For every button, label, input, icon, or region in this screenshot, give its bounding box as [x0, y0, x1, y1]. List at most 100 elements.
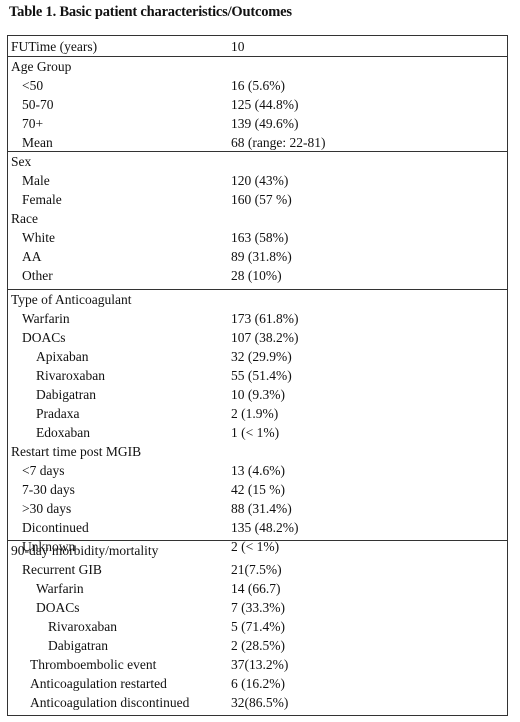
row-label: FUTime (years) [11, 39, 98, 54]
row-label: Unknown [22, 539, 76, 554]
row-label: Restart time post MGIB [11, 444, 142, 459]
row-value: 135 (48.2%) [231, 520, 299, 535]
row-label: Dicontinued [22, 520, 89, 535]
table-row: Edoxaban 1 (< 1%) [8, 423, 507, 442]
table-row: Race [8, 209, 507, 228]
row-label: DOACs [36, 600, 80, 615]
table-title: Table 1. Basic patient characteristics/O… [9, 4, 292, 20]
row-value: 139 (49.6%) [231, 116, 299, 131]
row-label: Type of Anticoagulant [11, 292, 132, 307]
row-label: White [22, 230, 55, 245]
table-row: 90-day morbidity/mortality [8, 541, 507, 560]
row-label: Anticoagulation restarted [30, 676, 167, 691]
table-row: <7 days 13 (4.6%) [8, 461, 507, 480]
row-label: Mean [22, 135, 53, 150]
section-morbidity: 90-day morbidity/mortality Recurrent GIB 2… [8, 540, 507, 718]
row-value: 10 (9.3%) [231, 387, 285, 402]
table-row: 70+ 139 (49.6%) [8, 114, 507, 133]
table-row: Anticoagulation restarted 6 (16.2%) [8, 674, 507, 693]
row-value: 21(7.5%) [231, 562, 282, 577]
row-value: 32(86.5%) [231, 695, 289, 710]
table-row: >30 days 88 (31.4%) [8, 499, 507, 518]
row-value: 14 (66.7) [231, 581, 281, 596]
row-value: 28 (10%) [231, 268, 282, 283]
row-label: Warfarin [36, 581, 84, 596]
table-row: Other 28 (10%) [8, 266, 507, 285]
patient-characteristics-table: FUTime (years) 10 Age Group <50 16 (5.6%) 50-… [7, 35, 508, 716]
row-value: 10 [231, 39, 245, 54]
section-sex-race: Sex Male 120 (43%) Female 160 (57 %) Race Whit… [8, 151, 507, 290]
row-value: 125 (44.8%) [231, 97, 299, 112]
row-label: DOACs [22, 330, 66, 345]
row-label: Recurrent GIB [22, 562, 102, 577]
row-label: Race [11, 211, 38, 226]
row-value: 120 (43%) [231, 173, 289, 188]
table-row: Male 120 (43%) [8, 171, 507, 190]
row-label: AA [22, 249, 42, 264]
table-row: Warfarin 14 (66.7) [8, 579, 507, 598]
row-label: <7 days [22, 463, 65, 478]
section-anticoagulant: Type of Anticoagulant Warfarin 173 (61.8%)… [8, 289, 507, 554]
row-label: 7-30 days [22, 482, 75, 497]
table-row: Unknown 2 (< 1%) [8, 537, 507, 556]
row-value: 6 (16.2%) [231, 676, 285, 691]
table-row: Mean 68 (range: 22-81) [8, 133, 507, 152]
row-value: 55 (51.4%) [231, 368, 292, 383]
row-value: 2 (< 1%) [231, 539, 280, 554]
row-label: Other [22, 268, 53, 283]
table-row: 50-70 125 (44.8%) [8, 95, 507, 114]
table-row: <50 16 (5.6%) [8, 76, 507, 95]
table-row: AA 89 (31.8%) [8, 247, 507, 266]
row-label: Female [22, 192, 62, 207]
table-row: Sex [8, 152, 507, 171]
table-row: Warfarin 173 (61.8%) [8, 309, 507, 328]
section-age: Age Group <50 16 (5.6%) 50-70 125 (44.8%) 70+… [8, 56, 507, 152]
table-row: DOACs 107 (38.2%) [8, 328, 507, 347]
table-row: Dicontinued 135 (48.2%) [8, 518, 507, 537]
row-label: Sex [11, 154, 32, 169]
row-value: 7 (33.3%) [231, 600, 285, 615]
row-value: 173 (61.8%) [231, 311, 299, 326]
table-row: Apixaban 32 (29.9%) [8, 347, 507, 366]
row-label: Apixaban [36, 349, 89, 364]
row-value: 88 (31.4%) [231, 501, 292, 516]
section-futime: FUTime (years) 10 [8, 36, 507, 56]
table-row: Type of Anticoagulant [8, 290, 507, 309]
row-value: 32 (29.9%) [231, 349, 292, 364]
table-row: Dabigatran 2 (28.5%) [8, 636, 507, 655]
row-value: 16 (5.6%) [231, 78, 285, 93]
row-label: Dabigatran [48, 638, 108, 653]
row-label: Warfarin [22, 311, 70, 326]
row-value: 2 (1.9%) [231, 406, 279, 421]
table-row: FUTime (years) 10 [8, 37, 507, 56]
row-label: Dabigatran [36, 387, 96, 402]
row-label: Male [22, 173, 50, 188]
row-value: 89 (31.8%) [231, 249, 292, 264]
row-label: 90-day morbidity/mortality [11, 543, 159, 558]
row-label: 70+ [22, 116, 44, 131]
row-label: Anticoagulation discontinued [30, 695, 190, 710]
table-row: Rivaroxaban 5 (71.4%) [8, 617, 507, 636]
table-row: Age Group [8, 57, 507, 76]
row-label: >30 days [22, 501, 72, 516]
row-value: 107 (38.2%) [231, 330, 299, 345]
row-label: Thromboembolic event [30, 657, 157, 672]
row-label: Edoxaban [36, 425, 90, 440]
row-value: 13 (4.6%) [231, 463, 285, 478]
table-row: Dabigatran 10 (9.3%) [8, 385, 507, 404]
row-value: 68 (range: 22-81) [231, 135, 326, 150]
table-row: Pradaxa 2 (1.9%) [8, 404, 507, 423]
row-label: <50 [22, 78, 44, 93]
table-row: White 163 (58%) [8, 228, 507, 247]
table-row: Thromboembolic event 37(13.2%) [8, 655, 507, 674]
row-label: 50-70 [22, 97, 54, 112]
table-row: Anticoagulation discontinued 32(86.5%) [8, 693, 507, 712]
row-value: 163 (58%) [231, 230, 289, 245]
row-value: 42 (15 %) [231, 482, 285, 497]
row-label: Rivaroxaban [48, 619, 117, 634]
row-value: 2 (28.5%) [231, 638, 285, 653]
table-row: Rivaroxaban 55 (51.4%) [8, 366, 507, 385]
table-row: Recurrent GIB 21(7.5%) [8, 560, 507, 579]
row-value: 160 (57 %) [231, 192, 292, 207]
table-row: Female 160 (57 %) [8, 190, 507, 209]
